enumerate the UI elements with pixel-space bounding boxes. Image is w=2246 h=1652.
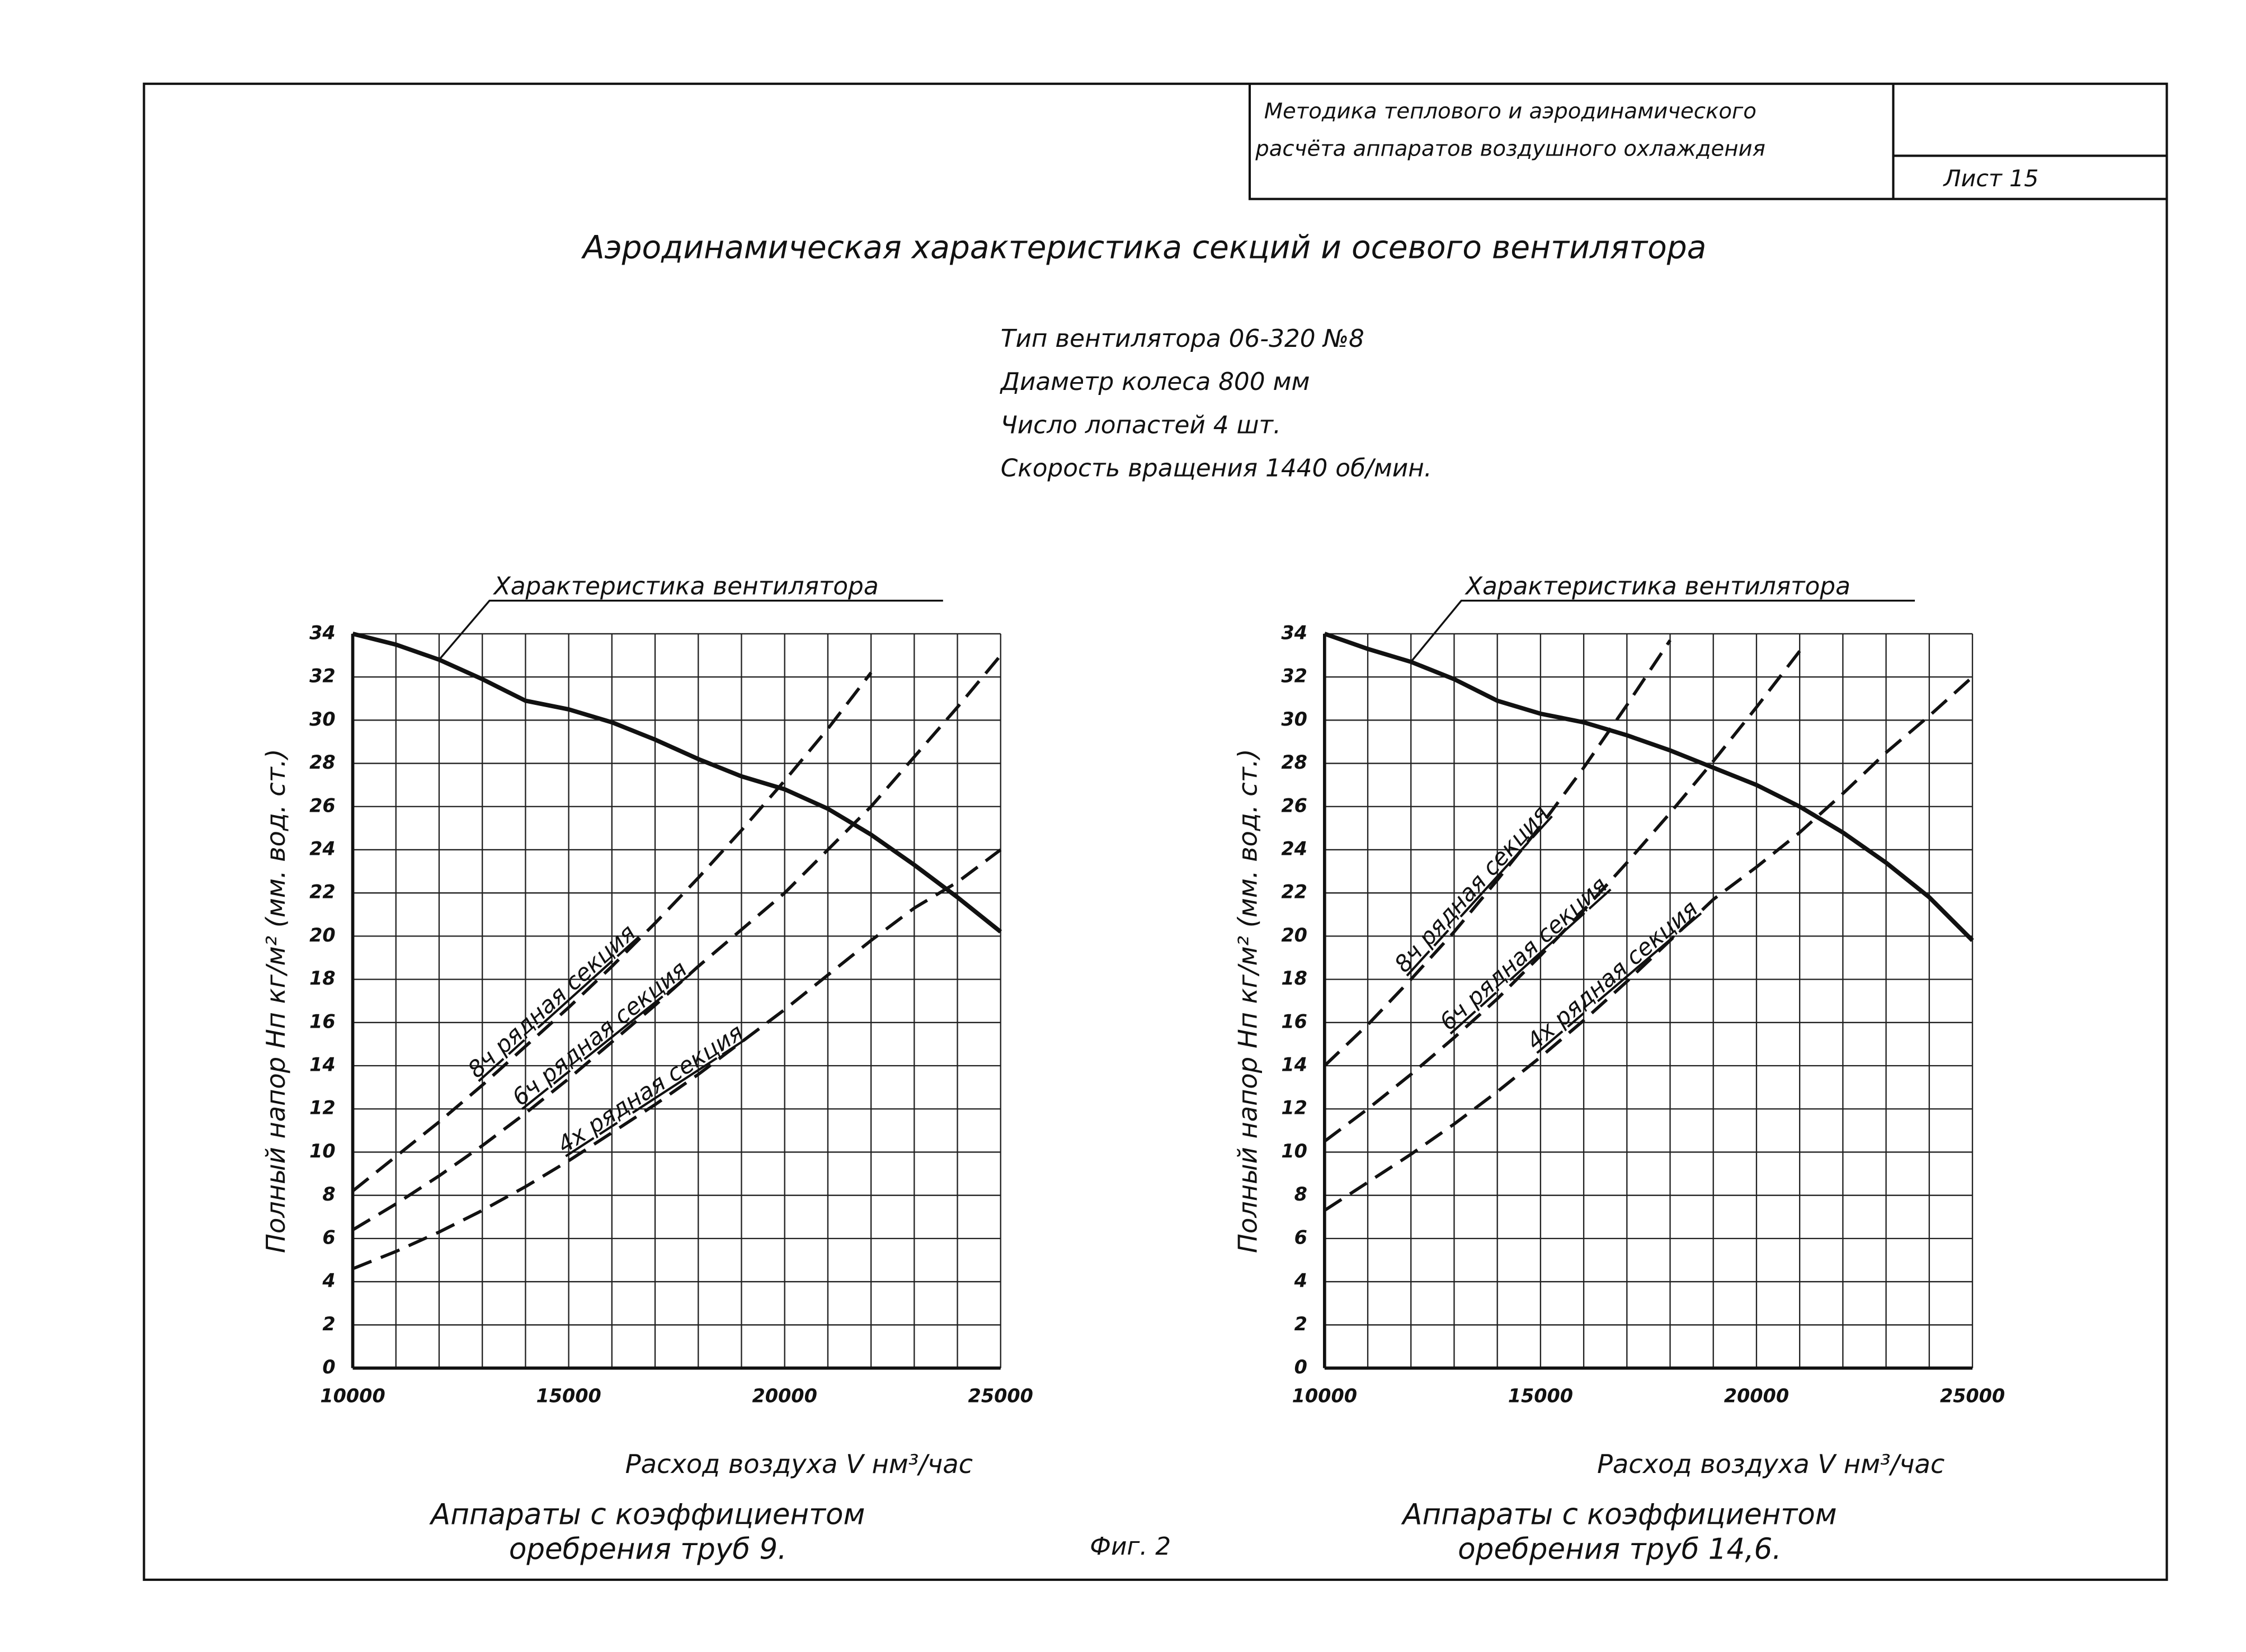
- series-line: [352, 848, 1002, 1270]
- y-tick-label: 14: [309, 1054, 336, 1076]
- x-tick-label: 15000: [536, 1385, 601, 1406]
- y-tick-label: 6: [1294, 1226, 1307, 1248]
- y-tick-label: 28: [1281, 751, 1307, 773]
- y-tick-label: 10: [1281, 1140, 1307, 1162]
- series-line: [1324, 650, 1801, 1143]
- y-tick-label: 22: [309, 881, 336, 903]
- x-tick-label: 10000: [1292, 1385, 1357, 1406]
- x-tick-label: 20000: [752, 1385, 817, 1406]
- x-tick-label: 15000: [1508, 1385, 1573, 1406]
- y-tick-label: 10: [309, 1140, 336, 1162]
- y-tick-label: 8: [322, 1183, 335, 1205]
- y-tick-label: 20: [1281, 924, 1307, 946]
- y-tick-label: 34: [309, 622, 336, 643]
- y-tick-label: 26: [1281, 794, 1307, 816]
- y-tick-label: 4: [1294, 1270, 1307, 1292]
- y-tick-label: 32: [1281, 665, 1307, 687]
- y-tick-label: 0: [1294, 1356, 1307, 1378]
- spec-line: Скорость вращения 1440 об/мин.: [1001, 454, 1432, 483]
- y-tick-label: 28: [309, 751, 336, 773]
- y-tick-label: 26: [309, 794, 336, 816]
- y-tick-label: 18: [1281, 967, 1307, 989]
- legend-label: Характеристика вентилятора: [1465, 572, 1851, 601]
- y-tick-label: 24: [309, 837, 336, 859]
- y-tick-label: 22: [1281, 881, 1307, 903]
- x-tick-label: 25000: [1940, 1385, 2005, 1406]
- y-tick-label: 20: [309, 924, 336, 946]
- y-tick-label: 2: [322, 1313, 335, 1335]
- y-tick-label: 0: [322, 1356, 335, 1378]
- method-title: Методика теплового и аэродинамического: [1264, 99, 1757, 124]
- y-tick-label: 30: [309, 708, 336, 730]
- x-tick-label: 10000: [320, 1385, 385, 1406]
- spec-line: Тип вентилятора 06-320 №8: [1001, 324, 1364, 353]
- y-tick-label: 4: [322, 1270, 335, 1292]
- series-line: [352, 654, 1002, 1231]
- title-block: [1248, 83, 2167, 200]
- sheet-number: Лист 15: [1943, 165, 2039, 192]
- y-tick-label: 34: [1281, 622, 1307, 643]
- series-line: [351, 671, 873, 1193]
- y-tick-label: 12: [309, 1097, 336, 1119]
- y-tick-label: 16: [1281, 1010, 1307, 1032]
- y-axis-label: Полный напор Hп кг/м² (мм. вод. ст.): [1232, 749, 1263, 1253]
- series-line: [1324, 676, 1974, 1212]
- y-tick-label: 6: [322, 1226, 335, 1248]
- y-axis-label: Полный напор Hп кг/м² (мм. вод. ст.): [261, 749, 291, 1253]
- y-tick-label: 24: [1281, 837, 1307, 859]
- legend-label: Характеристика вентилятора: [493, 572, 879, 601]
- chart-caption: оребрения труб 14,6.: [1458, 1532, 1782, 1566]
- series-line: [1324, 632, 1974, 942]
- x-tick-label: 25000: [968, 1385, 1033, 1406]
- spec-line: Диаметр колеса 800 мм: [1000, 368, 1310, 396]
- y-tick-label: 12: [1281, 1097, 1307, 1119]
- leader-line: [438, 600, 943, 661]
- page-title: Аэродинамическая характеристика секций и…: [581, 229, 1707, 266]
- y-tick-label: 8: [1294, 1183, 1307, 1205]
- sheet-frame: [143, 82, 2168, 1581]
- method-title: расчёта аппаратов воздушного охлаждения: [1255, 137, 1765, 162]
- leader-line: [1410, 600, 1915, 663]
- y-tick-label: 2: [1294, 1313, 1307, 1335]
- spec-line: Число лопастей 4 шт.: [1001, 411, 1281, 439]
- y-tick-label: 18: [309, 967, 336, 989]
- figure-label: Фиг. 2: [1090, 1532, 1171, 1561]
- chart-caption: Аппараты с коэффициентом: [429, 1498, 865, 1532]
- x-tick-label: 20000: [1724, 1385, 1789, 1406]
- x-axis-label: Расход воздуха V нм³/час: [625, 1449, 973, 1479]
- y-tick-label: 32: [309, 665, 336, 687]
- chart-caption: Аппараты с коэффициентом: [1401, 1498, 1837, 1532]
- series-line: [1323, 639, 1671, 1067]
- y-tick-label: 30: [1281, 708, 1307, 730]
- series-line: [352, 632, 1002, 934]
- y-tick-label: 14: [1281, 1054, 1307, 1076]
- y-tick-label: 16: [309, 1010, 336, 1032]
- chart-caption: оребрения труб 9.: [509, 1532, 787, 1566]
- x-axis-label: Расход воздуха V нм³/час: [1597, 1449, 1944, 1479]
